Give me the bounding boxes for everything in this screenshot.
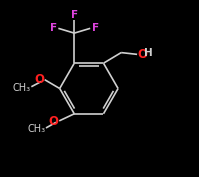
Text: O: O [34, 73, 44, 86]
Text: CH₃: CH₃ [27, 124, 45, 134]
Text: H: H [144, 48, 153, 58]
Text: O: O [49, 115, 59, 128]
Text: CH₃: CH₃ [13, 83, 31, 93]
Text: F: F [71, 10, 78, 20]
Text: F: F [92, 23, 99, 33]
Text: O: O [138, 47, 147, 61]
Text: F: F [50, 23, 57, 33]
